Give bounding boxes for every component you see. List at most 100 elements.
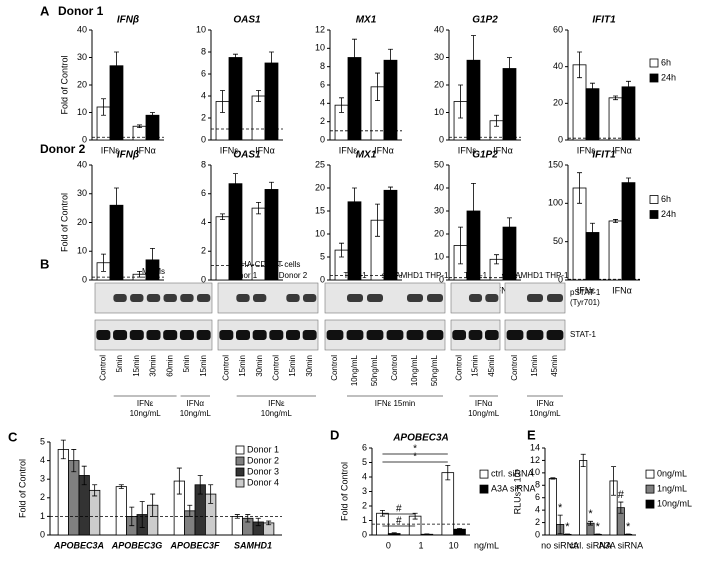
y-tick-label: 25	[315, 159, 325, 169]
legend-swatch	[235, 478, 245, 488]
error-bar	[256, 201, 262, 215]
group-label: IFNε	[137, 399, 154, 408]
error-bar	[149, 247, 155, 272]
y-tick-label: 0	[362, 529, 367, 539]
y-tick-label: 20	[553, 98, 563, 108]
error-bar	[613, 219, 619, 223]
y-tick-label: 0	[201, 134, 206, 144]
error-bar	[256, 90, 262, 102]
lane-label: 15min	[238, 355, 247, 377]
band	[96, 330, 111, 340]
bar	[251, 95, 266, 141]
legend-swatch	[645, 499, 655, 509]
band	[236, 294, 250, 302]
error-bar	[266, 520, 272, 526]
y-tick-label: 40	[553, 61, 563, 71]
lane-label: 45min	[487, 355, 496, 377]
bar	[608, 97, 623, 141]
y-tick-label: 3	[362, 486, 367, 496]
panel-letter: D	[330, 427, 339, 442]
legend-label: 6h	[661, 194, 671, 204]
band	[113, 330, 128, 340]
y-tick-label: 6	[362, 442, 367, 452]
lane-label: 15min	[132, 355, 141, 377]
y-tick-label: 0	[320, 274, 325, 284]
band	[366, 330, 384, 340]
chart-title: MX1	[356, 150, 377, 161]
y-tick-label: 8	[535, 480, 540, 490]
y-tick-label: 10	[434, 107, 444, 117]
donor-label: Donor 2	[40, 142, 86, 156]
y-tick-label: 20	[77, 79, 87, 89]
blot-title: PHA-CD4+ T cells	[236, 260, 301, 269]
x-tick-label: A3A siRNA	[599, 540, 644, 550]
y-tick-label: 4	[201, 90, 206, 100]
error-bar	[387, 48, 393, 72]
band	[547, 294, 563, 302]
x-tick-label: APOBEC3A	[53, 540, 104, 550]
y-tick-label: 5	[40, 436, 45, 446]
x-tick-label: IFNε	[458, 145, 477, 155]
panel-letter: C	[8, 429, 18, 444]
y-axis-label: Fold of Control	[17, 459, 27, 518]
y-tick-label: 8	[320, 61, 325, 71]
y-tick-label: 5	[362, 457, 367, 467]
error-bar	[457, 528, 463, 531]
error-bar	[506, 217, 512, 237]
y-tick-label: 6	[320, 79, 325, 89]
band	[506, 330, 524, 340]
error-bar	[220, 213, 226, 221]
x-tick-label: IFNα	[136, 145, 156, 155]
bar	[251, 207, 266, 281]
error-bar	[458, 226, 464, 265]
group-label: 10ng/mL	[261, 409, 293, 418]
bar	[383, 189, 398, 281]
y-tick-label: 10	[434, 251, 444, 261]
error-bar	[557, 514, 563, 535]
y-tick-label: 2	[40, 492, 45, 502]
error-bar	[564, 533, 570, 536]
panel-letter: E	[527, 427, 536, 442]
y-tick-label: 40	[77, 159, 87, 169]
blot-background	[217, 319, 319, 351]
lane-label: Control	[454, 355, 463, 381]
bar	[621, 86, 636, 141]
y-tick-label: 0	[320, 134, 325, 144]
blot-background	[324, 282, 446, 314]
blot-subtitle: THP-1	[464, 271, 488, 280]
x-tick-label: SAMHD1	[234, 540, 272, 550]
row-label: pSTAT-1	[570, 288, 601, 297]
y-tick-label: 0	[201, 274, 206, 284]
bar	[441, 472, 455, 536]
y-tick-label: 8	[201, 46, 206, 56]
chart-title: OAS1	[233, 150, 261, 161]
group-label: IFNα	[187, 399, 205, 408]
band	[386, 330, 404, 340]
lane-label: 60min	[165, 355, 174, 377]
y-tick-label: 2	[201, 246, 206, 256]
legend-swatch	[479, 484, 489, 494]
blot-background	[324, 319, 446, 351]
y-tick-label: 10	[315, 43, 325, 53]
y-tick-label: 12	[315, 24, 325, 34]
x-axis-label: ng/mL	[474, 540, 499, 550]
y-tick-label: 2	[362, 500, 367, 510]
y-axis-label: Fold of Control	[59, 55, 69, 114]
error-bar	[245, 514, 251, 523]
y-tick-label: 30	[434, 205, 444, 215]
y-tick-label: 2	[535, 517, 540, 527]
bar	[579, 460, 588, 536]
blot-subtitle: THP-1	[343, 271, 367, 280]
y-tick-label: 10	[77, 246, 87, 256]
error-bar	[625, 80, 631, 93]
error-bar	[470, 183, 476, 239]
legend-swatch	[235, 467, 245, 477]
error-bar	[589, 222, 595, 243]
band	[485, 294, 499, 302]
donor-label: Donor 1	[58, 4, 104, 18]
legend-swatch	[649, 195, 659, 204]
error-bar	[220, 90, 226, 113]
bar	[89, 489, 101, 536]
error-bar	[232, 53, 238, 62]
